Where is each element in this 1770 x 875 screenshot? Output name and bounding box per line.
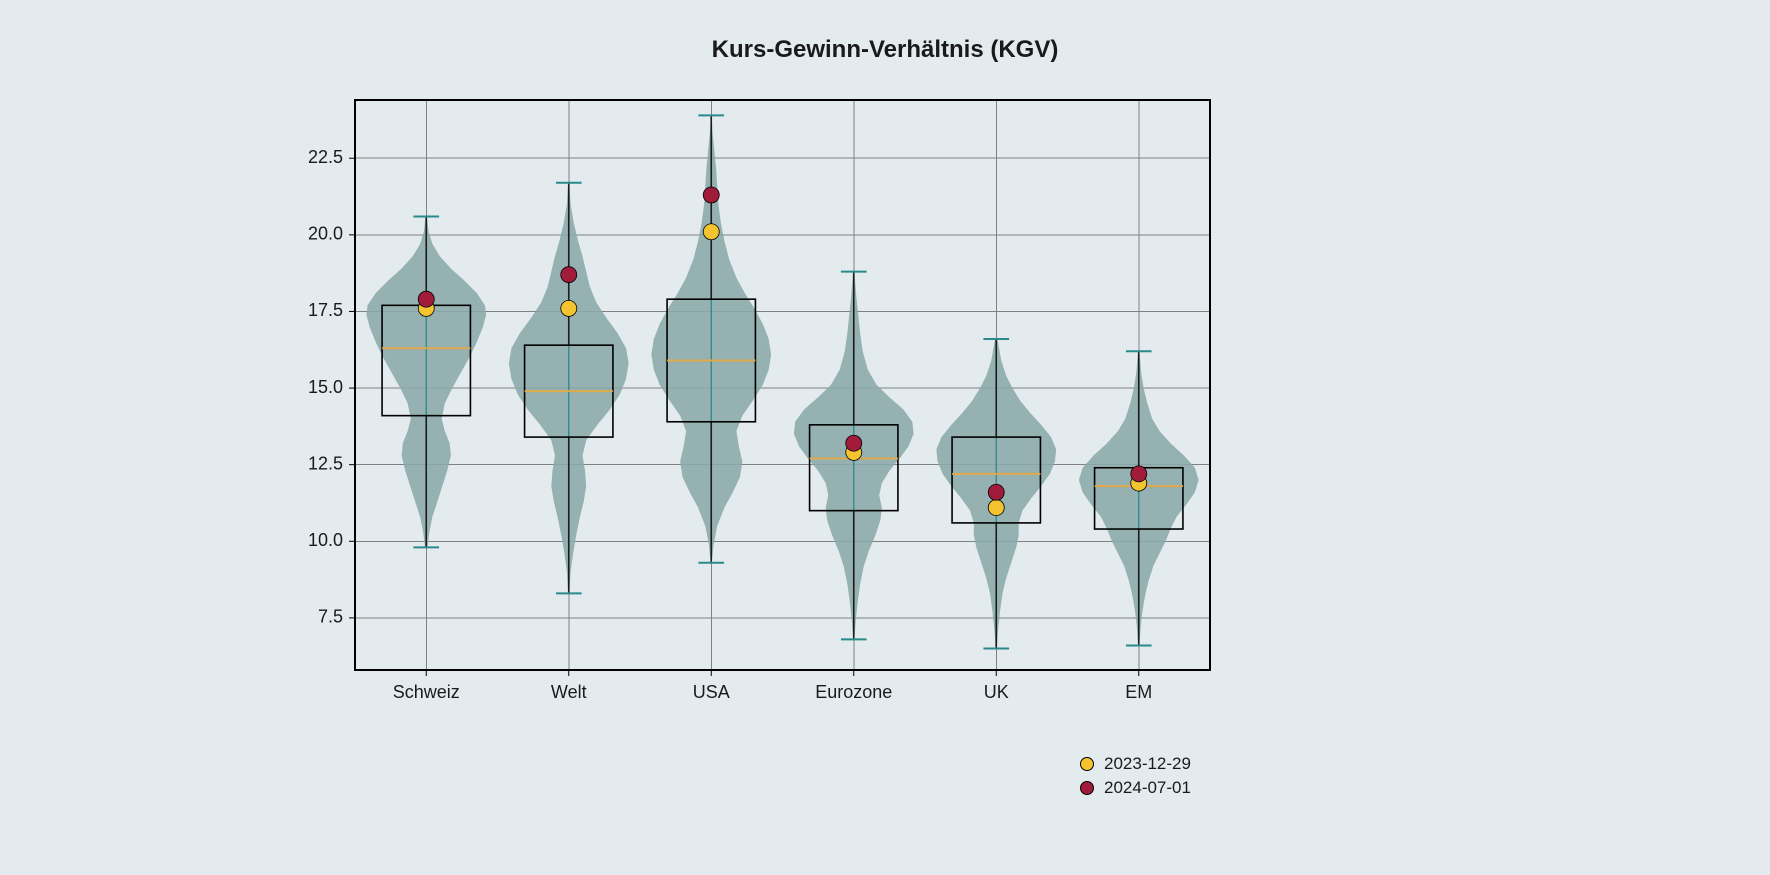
x-tick-label: EM xyxy=(1125,682,1152,702)
legend-item: 2024-07-01 xyxy=(1080,776,1191,800)
x-tick-label: Welt xyxy=(551,682,587,702)
y-tick-label: 17.5 xyxy=(308,300,343,320)
legend: 2023-12-292024-07-01 xyxy=(1080,752,1191,800)
y-tick-label: 15.0 xyxy=(308,377,343,397)
point-p2024 xyxy=(1131,466,1147,482)
legend-label: 2024-07-01 xyxy=(1104,776,1191,800)
point-p2024 xyxy=(846,435,862,451)
x-tick-label: USA xyxy=(693,682,730,702)
point-p2024 xyxy=(418,291,434,307)
x-tick-label: UK xyxy=(984,682,1009,702)
point-p2023 xyxy=(561,300,577,316)
point-p2023 xyxy=(988,500,1004,516)
y-tick-label: 10.0 xyxy=(308,530,343,550)
legend-label: 2023-12-29 xyxy=(1104,752,1191,776)
chart-svg: 7.5 10.0 12.5 15.0 17.5 20.0 22.5 Schweiz Welt US… xyxy=(0,0,1770,875)
legend-item: 2023-12-29 xyxy=(1080,752,1191,776)
chart-container: Kurs-Gewinn-Verhältnis (KGV) 7.510.012.5… xyxy=(0,0,1770,875)
y-tick-label: 12.5 xyxy=(308,453,343,473)
point-p2024 xyxy=(561,267,577,283)
y-tick-label: 22.5 xyxy=(308,147,343,167)
legend-swatch xyxy=(1080,781,1094,795)
x-tick-label: Eurozone xyxy=(815,682,892,702)
legend-swatch xyxy=(1080,757,1094,771)
point-p2023 xyxy=(703,224,719,240)
x-tick-label: Schweiz xyxy=(393,682,460,702)
point-p2024 xyxy=(988,484,1004,500)
y-tick-label: 20.0 xyxy=(308,224,343,244)
y-tick-label: 7.5 xyxy=(318,607,343,627)
point-p2024 xyxy=(703,187,719,203)
